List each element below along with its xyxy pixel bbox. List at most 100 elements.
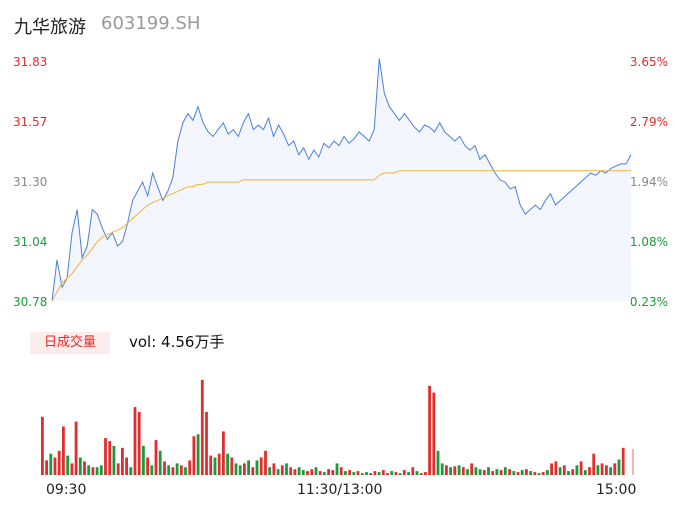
volume-bar: [171, 467, 175, 475]
volume-bar: [621, 447, 625, 475]
volume-bar: [179, 465, 183, 475]
volume-bar: [41, 416, 44, 475]
volume-bar: [537, 473, 541, 475]
volume-bar: [402, 470, 406, 475]
x-tick-midday: 11:30/13:00: [297, 482, 383, 498]
volume-value: vol: 4.56万手: [129, 333, 225, 351]
volume-bar: [461, 467, 465, 475]
volume-bar: [495, 469, 499, 475]
volume-bar: [200, 379, 204, 475]
volume-bar: [533, 472, 537, 475]
x-tick-open: 09:30: [46, 482, 87, 498]
volume-bar: [314, 467, 318, 475]
average-price-line: [51, 170, 631, 302]
volume-bar: [188, 460, 192, 475]
volume-bar: [49, 453, 53, 475]
volume-bar: [554, 461, 558, 475]
volume-bar: [558, 467, 562, 475]
volume-bar: [344, 471, 347, 475]
volume-bar: [62, 426, 65, 475]
volume-bar: [175, 463, 179, 475]
volume-bar: [226, 453, 229, 475]
volume-bar: [251, 467, 255, 475]
volume-bar: [617, 459, 621, 475]
volume-bar: [365, 472, 368, 475]
volume-bar: [453, 466, 457, 475]
volume-bar: [213, 457, 217, 475]
volume-bar: [247, 460, 250, 475]
volume-bar: [579, 461, 583, 475]
volume-bar: [146, 457, 149, 475]
volume-bar: [301, 470, 305, 475]
volume-bar: [436, 450, 440, 476]
y-tick-left-1: 31.57: [13, 115, 48, 129]
stock-name: 九华旅游: [14, 17, 86, 38]
volume-bar: [163, 461, 166, 475]
y-tick-right-3: 1.08%: [629, 235, 668, 249]
volume-bar: [209, 455, 213, 475]
volume-bar: [289, 467, 293, 475]
volume-bar: [243, 463, 246, 475]
volume-bar: [525, 469, 528, 475]
volume-bar: [470, 463, 474, 475]
volume-bar: [230, 457, 234, 475]
volume-bar: [272, 463, 276, 475]
volume-bar: [390, 471, 394, 475]
volume-bar: [310, 469, 314, 475]
volume-bar: [352, 472, 356, 475]
volume-bar: [596, 465, 600, 475]
volume-bar: [53, 457, 57, 475]
volume-bar: [562, 465, 566, 475]
volume-bar: [331, 470, 335, 475]
volume-bar: [541, 472, 545, 475]
volume-bar: [108, 441, 112, 475]
volume-bar: [600, 463, 604, 475]
y-tick-left-3: 31.04: [13, 235, 48, 249]
volume-bar: [457, 465, 461, 475]
volume-bar: [323, 472, 326, 475]
y-tick-right-0: 3.65%: [629, 55, 668, 69]
volume-bar: [356, 471, 360, 475]
volume-bar: [121, 447, 124, 475]
volume-bar: [394, 472, 398, 475]
volume-bar: [567, 471, 570, 475]
volume-bar: [407, 472, 410, 475]
volume-bar: [348, 470, 351, 475]
volume-bar: [335, 463, 339, 475]
daily-volume-badge: 日成交量: [30, 332, 110, 354]
volume-bar: [154, 440, 158, 475]
volume-bar: [57, 450, 61, 476]
volume-bar: [419, 473, 423, 475]
volume-bar: [491, 471, 495, 475]
volume-bar: [95, 467, 99, 475]
volume-bar: [516, 472, 520, 475]
volume-bar: [386, 473, 389, 475]
volume-bar: [268, 467, 272, 475]
volume-bar: [499, 470, 503, 475]
volume-bar: [196, 434, 200, 475]
volume-bar: [99, 465, 103, 475]
volume-bar: [478, 469, 482, 475]
volume-bar: [381, 470, 385, 475]
volume-bar: [150, 465, 154, 475]
volume-bar: [184, 467, 187, 475]
volume-bar: [609, 467, 612, 475]
volume-bar: [167, 465, 171, 475]
volume-bar: [432, 392, 436, 476]
y-tick-right-4: 0.23%: [629, 295, 668, 309]
volume-bar: [503, 467, 507, 475]
volume-bar: [520, 470, 524, 475]
volume-bar: [546, 470, 549, 475]
volume-bar: [474, 467, 478, 475]
volume-bar: [487, 467, 490, 475]
volume-bar: [482, 470, 486, 475]
y-tick-left-2: 31.30: [13, 175, 48, 189]
volume-bar: [285, 463, 288, 475]
volume-bar: [575, 465, 579, 475]
volume-bar: [280, 465, 284, 475]
volume-bar: [205, 411, 208, 475]
stock-code: 603199.SH: [101, 13, 201, 34]
volume-bar: [137, 411, 141, 475]
volume-bar: [142, 445, 145, 475]
